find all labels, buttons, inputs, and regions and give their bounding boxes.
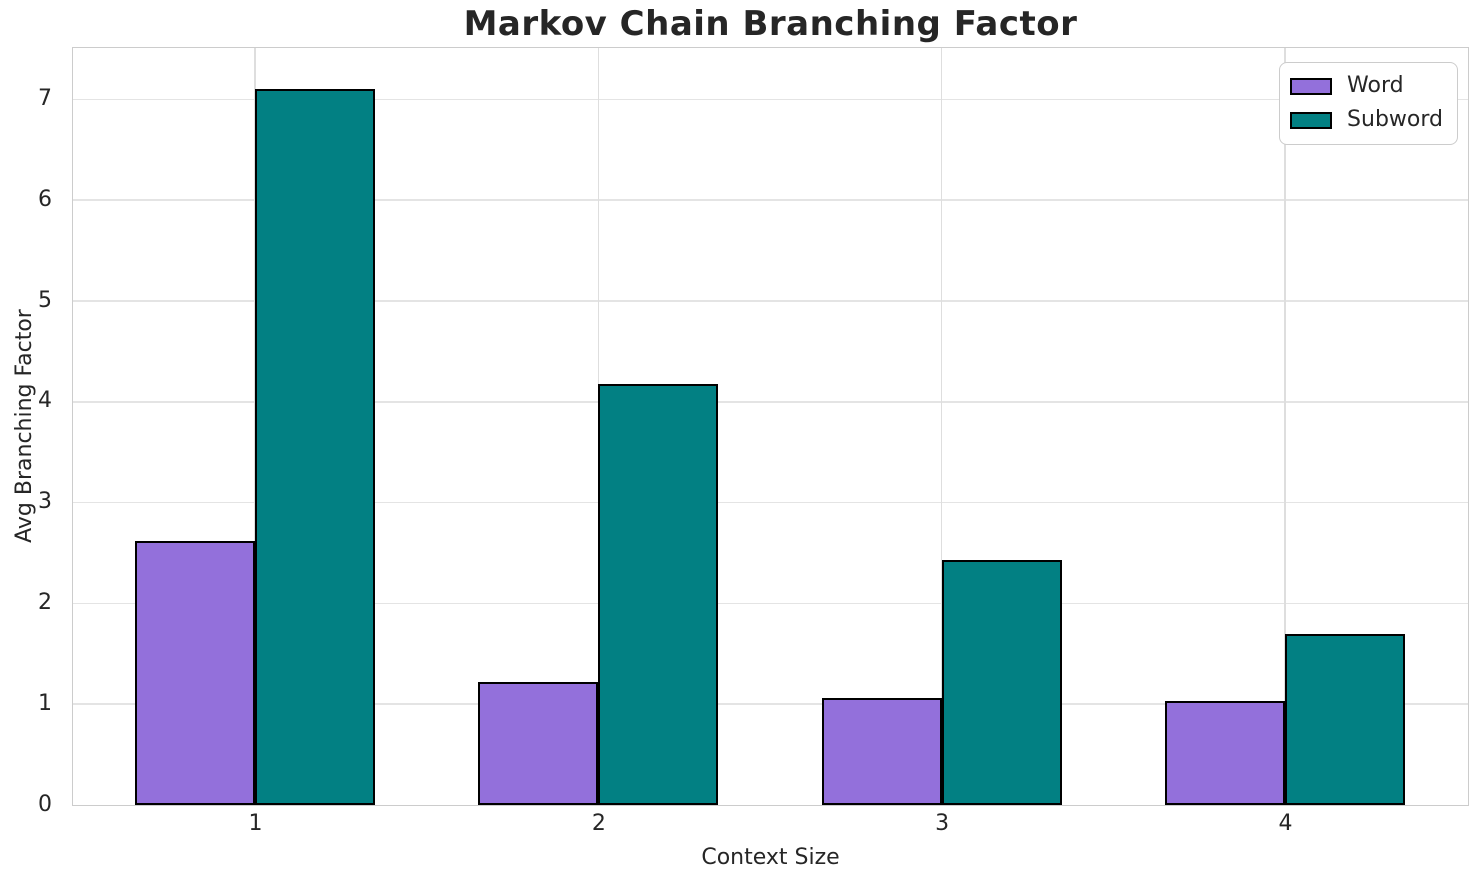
legend: Word Subword: [1279, 62, 1458, 145]
gridline-x-4: [1284, 48, 1286, 805]
legend-swatch-word: [1290, 77, 1333, 95]
y-tick-2: 2: [38, 589, 52, 615]
plot-area: Word Subword: [72, 47, 1469, 806]
bar-subword-3: [941, 560, 1062, 805]
bar-word-2: [478, 682, 599, 805]
chart-title: Markov Chain Branching Factor: [463, 4, 1078, 44]
legend-label-word: Word: [1347, 73, 1404, 98]
x-axis-label: Context Size: [701, 845, 840, 870]
gridline-y-2: [73, 602, 1468, 605]
gridline-y-4: [73, 401, 1468, 403]
legend-swatch-subword: [1290, 112, 1333, 130]
gridline-y-1: [73, 703, 1468, 705]
y-tick-5: 5: [38, 287, 52, 313]
bar-word-3: [821, 698, 942, 805]
x-tick-3: 3: [935, 811, 950, 836]
bar-word-4: [1164, 701, 1286, 805]
x-tick-1: 1: [248, 811, 263, 836]
legend-item-word: Word: [1290, 73, 1443, 99]
y-tick-6: 6: [38, 186, 52, 212]
x-axis-tick-labels: 1 2 3 4: [72, 813, 1469, 843]
x-tick-4: 4: [1278, 811, 1293, 836]
y-tick-7: 7: [38, 85, 52, 111]
legend-label-subword: Subword: [1347, 107, 1443, 133]
gridline-y-6: [73, 199, 1468, 201]
gridline-y-3: [73, 501, 1468, 504]
y-tick-0: 0: [38, 791, 52, 817]
y-tick-3: 3: [38, 489, 52, 515]
y-axis-tick-labels: 0 1 2 3 4 5 6 7: [0, 47, 62, 815]
legend-item-subword: Subword: [1290, 107, 1443, 133]
bar-word-1: [134, 540, 255, 805]
y-tick-1: 1: [38, 690, 52, 716]
x-tick-2: 2: [591, 811, 606, 836]
bar-subword-4: [1285, 633, 1406, 805]
gridline-y-5: [73, 300, 1468, 302]
gridline-x-3: [940, 48, 943, 805]
gridline-y-7: [73, 98, 1468, 101]
bar-subword-2: [598, 383, 719, 805]
y-tick-4: 4: [38, 388, 52, 414]
bar-subword-1: [254, 89, 376, 805]
